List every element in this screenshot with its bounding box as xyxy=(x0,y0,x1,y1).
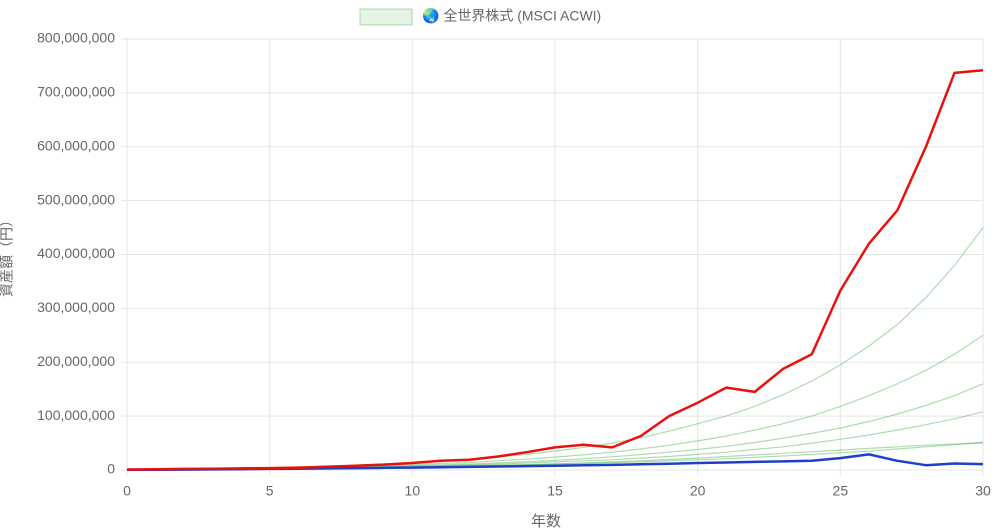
y-axis-label: 資産額（円） xyxy=(0,213,15,297)
x-axis-label: 年数 xyxy=(531,513,561,530)
series-line xyxy=(126,68,984,471)
x-tick-label: 30 xyxy=(975,483,991,499)
y-tick-label: 500,000,000 xyxy=(37,191,115,207)
y-tick-label: 0 xyxy=(107,461,115,477)
y-tick-label: 100,000,000 xyxy=(37,407,115,423)
y-tick-label: 800,000,000 xyxy=(37,30,115,46)
y-tick-label: 200,000,000 xyxy=(37,353,115,369)
y-tick-label: 300,000,000 xyxy=(37,299,115,315)
x-tick-label: 10 xyxy=(405,483,421,499)
x-tick-label: 25 xyxy=(833,483,849,499)
legend-swatch xyxy=(359,8,413,26)
x-tick-label: 5 xyxy=(266,483,274,499)
y-tick-label: 400,000,000 xyxy=(37,245,115,261)
y-tick-label: 600,000,000 xyxy=(37,137,115,153)
y-tick-label: 700,000,000 xyxy=(37,84,115,100)
legend-label: 🌏 全世界株式 (MSCI ACWI) xyxy=(422,8,601,25)
x-tick-label: 20 xyxy=(690,483,706,499)
x-tick-label: 0 xyxy=(123,483,131,499)
x-tick-label: 15 xyxy=(547,483,563,499)
